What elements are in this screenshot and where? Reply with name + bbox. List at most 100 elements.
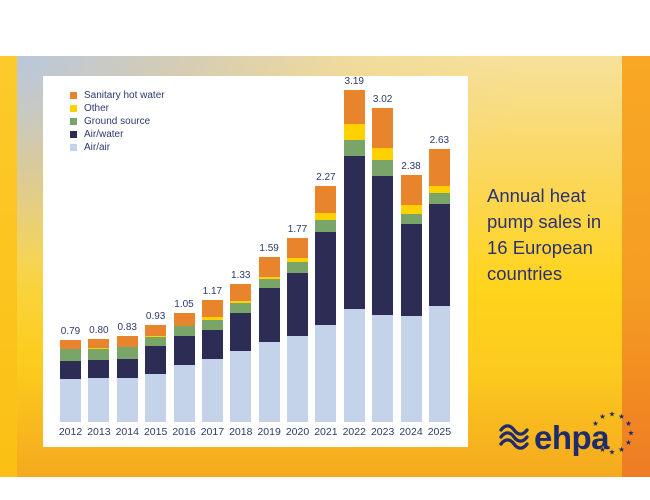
x-axis-tick-label: 2013 <box>87 426 111 438</box>
waves-icon <box>499 424 529 450</box>
bar-segment-other <box>230 300 252 303</box>
eu-star: ★ <box>599 412 606 421</box>
bar-column-2012: 0.79 2012 <box>59 325 82 438</box>
legend-item-ground-source: Ground source <box>70 115 165 128</box>
bar-segment-air-air <box>88 378 110 422</box>
bar-segment-other <box>258 276 280 279</box>
bar-segment-air-water <box>372 175 394 315</box>
legend-label: Ground source <box>84 116 151 127</box>
stacked-bar <box>116 335 138 422</box>
bar-segment-air-air <box>173 365 195 422</box>
stacked-bar <box>315 185 337 422</box>
x-axis-tick-label: 2015 <box>143 426 168 438</box>
eu-star: ★ <box>592 438 599 447</box>
eu-stars-icon: ★★ ★ ★★★★★★★★ <box>592 410 635 457</box>
bar-segment-ground-source <box>258 278 280 289</box>
x-axis-tick-label: 2018 <box>229 426 253 438</box>
eu-star: ★ <box>609 410 616 419</box>
bar-segment-air-water <box>287 273 308 337</box>
bar-segment-ground-source <box>400 213 422 225</box>
bar-segment-sanitary-hot-water <box>145 325 167 337</box>
bar-total-label: 0.79 <box>60 325 81 337</box>
eu-star: ★ <box>609 448 616 457</box>
bar-segment-ground-source <box>145 336 167 346</box>
bar-total-label: 1.77 <box>287 223 308 235</box>
bar-segment-air-air <box>372 314 394 422</box>
bar-segment-sanitary-hot-water <box>88 338 110 349</box>
legend-swatch-air-air <box>70 144 77 151</box>
bar-segment-other <box>428 185 450 193</box>
legend-label: Air/air <box>84 142 111 153</box>
eu-star: ★ <box>618 412 625 421</box>
ehpa-logo: ehpa ★★ ★ ★★★★★★★★ <box>499 410 635 457</box>
legend-label: Sanitary hot water <box>84 90 165 101</box>
bar-segment-other <box>400 205 422 214</box>
bar-segment-air-air <box>343 308 365 422</box>
bar-column-2023: 3.02 2023 <box>371 94 394 438</box>
chart-title: Annual heat pump sales in 16 European co… <box>487 183 637 287</box>
legend-item-other: Other <box>70 102 165 115</box>
bar-segment-ground-source <box>428 192 450 205</box>
bar-segment-air-water <box>116 359 138 379</box>
legend-label: Other <box>84 103 110 114</box>
stacked-bar <box>230 283 252 422</box>
x-axis-tick-label: 2022 <box>342 426 366 438</box>
bar-segment-sanitary-hot-water <box>428 148 450 186</box>
x-axis-tick-label: 2017 <box>200 426 225 438</box>
bar-total-label: 1.33 <box>231 269 251 281</box>
bar-total-label: 1.17 <box>202 286 223 298</box>
bar-segment-sanitary-hot-water <box>116 335 138 347</box>
bar-segment-air-water <box>88 360 110 379</box>
bar-segment-air-water <box>173 335 195 366</box>
legend-item-air-water: Air/water <box>70 128 165 141</box>
bar-total-label: 2.63 <box>429 134 450 146</box>
title-line: pump sales in <box>487 211 602 232</box>
bar-segment-air-air <box>315 325 337 422</box>
bar-segment-air-air <box>428 306 450 422</box>
slide-background: Sanitary hot water Other Ground source Air/… <box>0 56 650 477</box>
title-line: 16 European <box>487 237 593 258</box>
bar-column-2021: 2.27 2021 <box>314 171 337 438</box>
x-axis-tick-label: 2020 <box>285 426 310 438</box>
plot-area: 0.79 2012 0.80 2013 0.83 2014 0.93 2015 1.05 2016… <box>59 76 451 438</box>
eu-star: ★ <box>625 419 632 428</box>
stacked-bar <box>145 325 167 422</box>
bar-segment-other <box>315 212 337 221</box>
legend-item-air-air: Air/air <box>70 141 165 154</box>
right-accent-band <box>622 56 650 477</box>
bar-segment-air-air <box>145 373 167 422</box>
bar-column-2025: 2.63 2025 <box>428 134 451 438</box>
legend-label: Air/water <box>84 129 124 140</box>
bar-segment-ground-source <box>315 220 337 233</box>
bar-segment-air-water <box>201 330 223 360</box>
stacked-bar <box>60 339 81 422</box>
bar-segment-air-water <box>315 232 337 326</box>
bar-total-label: 2.38 <box>401 160 421 172</box>
title-line: countries <box>487 263 563 284</box>
legend: Sanitary hot water Other Ground source Air/… <box>70 89 165 154</box>
bar-segment-ground-source <box>173 326 195 336</box>
bar-segment-ground-source <box>230 302 252 313</box>
legend-swatch-other <box>70 105 77 112</box>
bar-segment-sanitary-hot-water <box>343 90 365 124</box>
stacked-bar <box>201 300 223 422</box>
bar-total-label: 2.27 <box>316 171 336 183</box>
bar-segment-air-water <box>145 345 167 374</box>
bar-segment-air-air <box>201 359 223 422</box>
stacked-bar <box>428 148 450 422</box>
bar-segment-other <box>88 348 110 349</box>
eu-star: ★ <box>628 429 635 438</box>
bar-segment-other <box>145 336 167 337</box>
bar-segment-ground-source <box>88 348 110 361</box>
bar-column-2022: 3.19 2022 <box>343 76 366 438</box>
bar-column-2017: 1.17 2017 <box>201 286 224 438</box>
bar-total-label: 3.19 <box>344 76 364 88</box>
bar-segment-other <box>343 123 365 140</box>
bar-segment-sanitary-hot-water <box>315 185 337 213</box>
stacked-bar <box>173 312 195 422</box>
bar-segment-air-air <box>60 379 81 422</box>
x-axis-tick-label: 2025 <box>427 426 452 438</box>
x-axis-tick-label: 2021 <box>314 426 338 438</box>
bar-total-label: 1.59 <box>259 242 279 254</box>
bar-segment-sanitary-hot-water <box>258 256 280 277</box>
